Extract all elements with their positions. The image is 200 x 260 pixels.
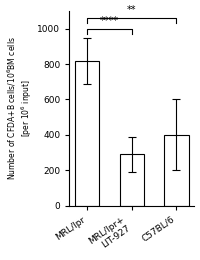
Bar	[75, 61, 99, 206]
Y-axis label: Number of CFDA+B cells/$10^6$BM cells
[per $10^6$ input]: Number of CFDA+B cells/$10^6$BM cells [p…	[6, 36, 34, 180]
Bar	[164, 135, 189, 206]
Text: **: **	[127, 5, 137, 15]
Text: ****: ****	[100, 16, 119, 26]
Bar	[120, 154, 144, 206]
